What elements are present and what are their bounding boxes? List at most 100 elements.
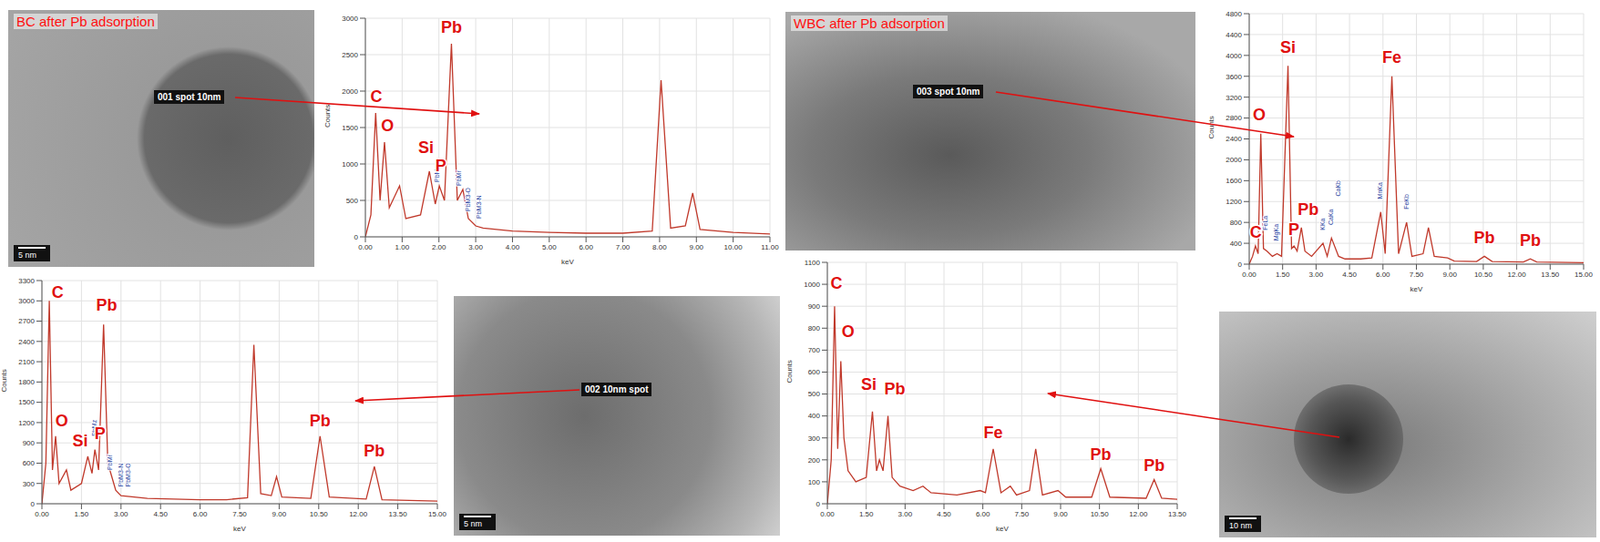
svg-text:6.00: 6.00 [578, 243, 594, 252]
svg-text:keV: keV [561, 257, 575, 267]
svg-text:6.00: 6.00 [975, 510, 991, 519]
svg-text:900: 900 [808, 302, 821, 311]
svg-text:5.00: 5.00 [542, 243, 557, 252]
svg-text:15.00: 15.00 [428, 510, 448, 519]
svg-text:8.00: 8.00 [652, 243, 667, 252]
svg-text:Fe: Fe [984, 423, 1004, 442]
svg-text:keV: keV [995, 524, 1009, 534]
svg-text:1.00: 1.00 [395, 243, 411, 252]
svg-text:12.00: 12.00 [1128, 510, 1149, 519]
svg-text:300: 300 [808, 434, 821, 443]
svg-text:3000: 3000 [341, 14, 359, 23]
svg-text:1800: 1800 [18, 378, 35, 387]
svg-text:1000: 1000 [803, 280, 821, 289]
svg-text:P: P [1288, 220, 1300, 239]
svg-text:11.00: 11.00 [760, 243, 780, 252]
svg-text:1600: 1600 [1225, 176, 1242, 185]
svg-text:4.00: 4.00 [505, 243, 521, 252]
svg-text:1.50: 1.50 [74, 510, 90, 519]
svg-text:C: C [830, 274, 842, 293]
svg-text:3.00: 3.00 [468, 243, 483, 252]
svg-text:Si: Si [418, 138, 434, 157]
svg-text:7.00: 7.00 [615, 243, 631, 252]
svg-text:7.50: 7.50 [1015, 510, 1030, 519]
svg-text:400: 400 [1230, 239, 1243, 248]
svg-text:Counts: Counts [0, 369, 9, 392]
svg-text:800: 800 [808, 324, 821, 333]
svg-text:4.50: 4.50 [1342, 270, 1357, 279]
svg-text:O: O [380, 116, 394, 135]
svg-text:1200: 1200 [1225, 197, 1242, 206]
svg-text:1500: 1500 [18, 398, 35, 407]
svg-text:100: 100 [808, 478, 821, 487]
svg-text:13.50: 13.50 [1168, 510, 1188, 519]
svg-text:15.00: 15.00 [1574, 270, 1594, 279]
svg-text:C: C [51, 283, 64, 302]
svg-text:PbM3-O: PbM3-O [464, 186, 472, 212]
svg-text:2000: 2000 [1225, 155, 1242, 165]
svg-text:1100: 1100 [804, 258, 821, 267]
svg-text:Pb: Pb [363, 441, 385, 461]
svg-text:keV: keV [1410, 285, 1424, 294]
svg-text:300: 300 [22, 480, 36, 489]
svg-text:keV: keV [233, 524, 247, 534]
svg-text:Pb: Pb [441, 18, 462, 37]
svg-text:O: O [1252, 105, 1266, 124]
svg-text:7.50: 7.50 [1409, 270, 1425, 279]
svg-text:PbM3-N: PbM3-N [117, 463, 124, 488]
svg-text:10.50: 10.50 [309, 510, 329, 519]
svg-text:3000: 3000 [18, 297, 35, 306]
svg-text:12.00: 12.00 [1507, 270, 1528, 279]
svg-text:7.50: 7.50 [232, 510, 247, 519]
svg-text:KKa: KKa [1319, 217, 1326, 230]
svg-text:Si: Si [861, 375, 877, 394]
svg-text:Pb: Pb [1143, 456, 1165, 475]
svg-text:4400: 4400 [1225, 30, 1242, 40]
svg-text:1000: 1000 [341, 160, 359, 169]
svg-text:900: 900 [22, 439, 36, 448]
svg-text:400: 400 [808, 411, 821, 421]
svg-text:2800: 2800 [1225, 113, 1242, 123]
svg-text:13.50: 13.50 [1540, 270, 1560, 279]
svg-text:500: 500 [808, 389, 821, 399]
svg-text:9.00: 9.00 [688, 243, 704, 252]
svg-text:4800: 4800 [1225, 10, 1242, 19]
svg-text:Pb: Pb [95, 296, 117, 315]
svg-text:2100: 2100 [18, 358, 35, 367]
svg-text:FeLa: FeLa [1261, 215, 1269, 231]
svg-text:10.50: 10.50 [1474, 270, 1494, 279]
svg-text:3200: 3200 [1225, 93, 1242, 103]
svg-text:6.00: 6.00 [193, 510, 208, 519]
svg-text:Pb: Pb [1090, 445, 1112, 464]
svg-text:Counts: Counts [785, 359, 794, 383]
svg-text:FeKb: FeKb [1403, 194, 1410, 210]
svg-text:Fe: Fe [1382, 48, 1402, 67]
svg-text:3300: 3300 [18, 276, 35, 286]
svg-text:Pb: Pb [1297, 200, 1319, 219]
svg-text:C: C [370, 87, 383, 106]
svg-text:PbMr: PbMr [455, 170, 462, 186]
svg-text:1500: 1500 [341, 123, 359, 133]
svg-text:P: P [435, 156, 447, 175]
svg-text:2.00: 2.00 [431, 243, 447, 252]
svg-text:Counts: Counts [323, 104, 332, 128]
svg-text:4.50: 4.50 [936, 510, 952, 519]
svg-text:Pb: Pb [1474, 228, 1496, 247]
svg-text:MgKa: MgKa [1272, 224, 1281, 241]
svg-text:0.00: 0.00 [820, 510, 835, 519]
svg-text:0.00: 0.00 [358, 243, 373, 252]
svg-text:O: O [55, 411, 69, 431]
svg-text:2500: 2500 [341, 51, 359, 60]
svg-text:600: 600 [808, 368, 821, 377]
svg-text:Pb: Pb [883, 379, 905, 399]
svg-text:0: 0 [30, 500, 36, 509]
svg-text:2400: 2400 [18, 338, 35, 347]
svg-text:Si: Si [1280, 38, 1296, 57]
svg-text:0.00: 0.00 [1241, 270, 1257, 279]
svg-text:PbMr: PbMr [106, 453, 113, 470]
svg-text:3.00: 3.00 [1309, 270, 1324, 279]
svg-text:0: 0 [354, 233, 359, 242]
svg-text:0.00: 0.00 [34, 510, 50, 519]
svg-text:3.00: 3.00 [898, 510, 913, 519]
svg-text:Counts: Counts [1207, 115, 1216, 139]
